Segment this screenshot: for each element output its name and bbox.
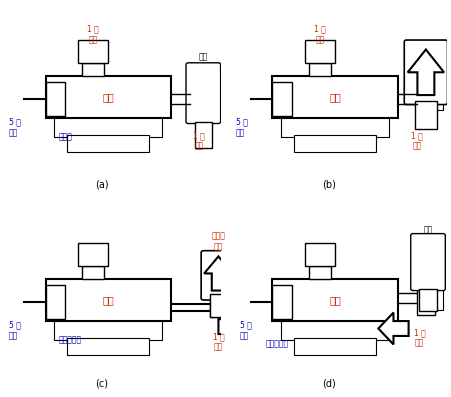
Text: 机械手: 机械手 [59,132,72,141]
FancyBboxPatch shape [201,251,235,300]
Text: 1 号
夹头: 1 号 夹头 [212,332,224,351]
Text: 刀库: 刀库 [328,295,340,305]
FancyBboxPatch shape [410,233,444,291]
Bar [272,279,397,321]
Bar [194,121,212,148]
Text: 主轴: 主轴 [198,53,207,62]
Bar [416,281,433,315]
Bar [46,285,65,319]
Bar [46,279,170,321]
Bar [190,82,207,116]
Bar [308,63,330,76]
Text: (a): (a) [95,179,108,189]
Bar [67,135,149,152]
Bar [294,135,375,152]
Text: 1 号
夹头: 1 号 夹头 [193,131,204,150]
Bar [209,289,225,317]
Bar [272,285,291,319]
Bar [294,338,375,355]
Text: 上升至
原点: 上升至 原点 [211,231,225,251]
Polygon shape [218,311,248,343]
Polygon shape [377,312,408,345]
Bar [272,76,397,118]
Bar [419,289,436,311]
Text: 机械手伸出: 机械手伸出 [59,335,82,344]
Text: 主轴: 主轴 [423,225,432,234]
Text: (c): (c) [95,379,108,389]
Text: 1 号
夹头: 1 号 夹头 [413,328,424,348]
Bar [82,63,104,76]
Text: 1 号
夹头: 1 号 夹头 [410,131,422,150]
Text: 5 号
夹头: 5 号 夹头 [9,321,21,340]
Bar [67,338,149,355]
FancyBboxPatch shape [403,40,446,104]
Bar [78,40,108,63]
Bar [209,294,226,317]
Text: 机械手收回: 机械手收回 [265,339,289,348]
Bar [54,321,162,340]
Text: 5 号
夹头: 5 号 夹头 [9,118,21,137]
Text: (b): (b) [321,179,335,189]
Text: 1 号
刀座: 1 号 刀座 [313,25,325,44]
FancyBboxPatch shape [186,63,220,123]
Bar [433,87,442,110]
Bar [304,243,334,266]
Bar [433,287,442,310]
Text: 5 号
夹头: 5 号 夹头 [235,118,247,137]
Text: 刀库: 刀库 [328,92,340,102]
Bar [272,82,291,116]
Text: 刀库: 刀库 [102,92,114,102]
Text: 5 号
夹头: 5 号 夹头 [239,321,251,340]
Bar [304,40,334,63]
Bar [225,294,233,311]
Bar [207,87,216,110]
Bar [46,82,65,116]
Polygon shape [204,256,232,291]
Bar [82,266,104,279]
Bar [416,82,433,116]
Bar [281,321,388,340]
Bar [414,101,436,129]
Text: 1 号
刀座: 1 号 刀座 [87,25,99,44]
Text: (d): (d) [321,379,335,389]
Bar [54,118,162,137]
Polygon shape [407,50,443,95]
Text: 刀库: 刀库 [102,295,114,305]
Bar [308,266,330,279]
Bar [78,243,108,266]
Bar [46,76,170,118]
Bar [281,118,388,137]
